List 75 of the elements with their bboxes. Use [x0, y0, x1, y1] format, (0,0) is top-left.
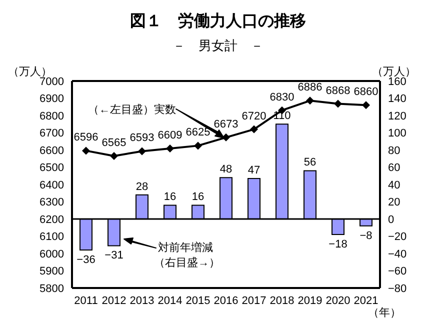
annotation: 対前年増減: [158, 240, 213, 255]
point: [82, 146, 90, 155]
y2-tick-label: 20: [388, 196, 400, 209]
data-label: 6596: [74, 132, 98, 144]
y2-tick-label: −20: [388, 231, 407, 244]
point: [362, 101, 370, 110]
data-label: 6625: [186, 126, 210, 139]
x-tick-label: 2019: [298, 294, 322, 307]
point: [306, 96, 314, 105]
y2-tick-label: 80: [388, 144, 400, 157]
y2-tick-label: −60: [388, 266, 407, 278]
y-tick-label: 7000: [40, 76, 64, 88]
x-tick-label: 2018: [270, 294, 294, 307]
x-tick-label: 2012: [102, 294, 126, 307]
data-label: 6593: [130, 132, 154, 144]
data-label: 56: [304, 156, 316, 169]
data-label: −31: [104, 250, 124, 262]
data-label: 47: [248, 164, 260, 176]
y2-tick-label: 40: [388, 179, 400, 192]
x-tick-label: 2017: [242, 294, 266, 307]
x-tick-label: 2021: [354, 294, 378, 307]
y-tick-label: 6400: [40, 179, 64, 192]
data-label: −8: [360, 230, 372, 242]
y2-tick-label: −40: [388, 248, 407, 260]
point: [138, 147, 146, 156]
x-tick-label: 2011: [74, 294, 98, 307]
point: [166, 144, 174, 152]
y-tick-label: 6900: [40, 93, 64, 106]
annotation: （←左目盛）実数: [88, 102, 176, 117]
y-tick-label: 6600: [40, 144, 64, 157]
y2-tick-label: 120: [388, 110, 406, 122]
x-tick-label: 2015: [186, 294, 210, 307]
data-label: −18: [328, 238, 348, 251]
x-axis-title: （年）: [368, 306, 401, 320]
data-label: −36: [76, 254, 96, 266]
y2-tick-label: 100: [388, 128, 406, 140]
data-label: 16: [164, 191, 176, 204]
y-axis-title: （万人）: [8, 65, 52, 78]
data-label: 6673: [214, 118, 238, 130]
y-tick-label: 5800: [40, 282, 64, 295]
x-tick-label: 2013: [130, 294, 154, 307]
y2-tick-label: 160: [388, 76, 406, 88]
y-tick-label: 6000: [40, 248, 64, 260]
y-tick-label: 6500: [40, 162, 64, 174]
point: [194, 142, 202, 150]
y-tick-label: 6200: [40, 214, 64, 226]
y2-tick-label: 0: [388, 214, 394, 226]
point: [110, 152, 118, 160]
data-label: 6868: [326, 84, 350, 97]
y-tick-label: 6300: [40, 196, 64, 209]
y-tick-label: 5900: [40, 266, 64, 278]
data-label: 48: [220, 164, 232, 176]
annotation: （右目盛→）: [154, 256, 220, 270]
data-label: 6886: [298, 82, 322, 94]
data-label: 6860: [354, 86, 378, 98]
y-tick-label: 6100: [40, 231, 64, 244]
data-label: 6565: [102, 137, 126, 150]
y2-tick-label: −80: [388, 282, 407, 295]
y2-tick-label: 140: [388, 93, 406, 106]
point: [250, 125, 258, 134]
data-label: 6720: [242, 110, 266, 122]
chart-subtitle: － 男女計 －: [172, 37, 264, 55]
data-label: 6609: [158, 129, 182, 142]
data-label: 16: [192, 191, 204, 204]
data-label: 6830: [270, 91, 294, 104]
x-tick-label: 2020: [326, 294, 350, 307]
chart-title: 図１ 労働力人口の推移: [129, 12, 307, 32]
data-label: 28: [136, 180, 148, 193]
y2-tick-label: 60: [388, 162, 400, 174]
x-tick-label: 2014: [158, 294, 182, 307]
y-tick-label: 6800: [40, 110, 64, 122]
point: [334, 100, 342, 108]
y2-axis-title: （万人）: [372, 65, 416, 78]
x-tick-label: 2016: [214, 294, 238, 307]
y-tick-label: 6700: [40, 128, 64, 140]
